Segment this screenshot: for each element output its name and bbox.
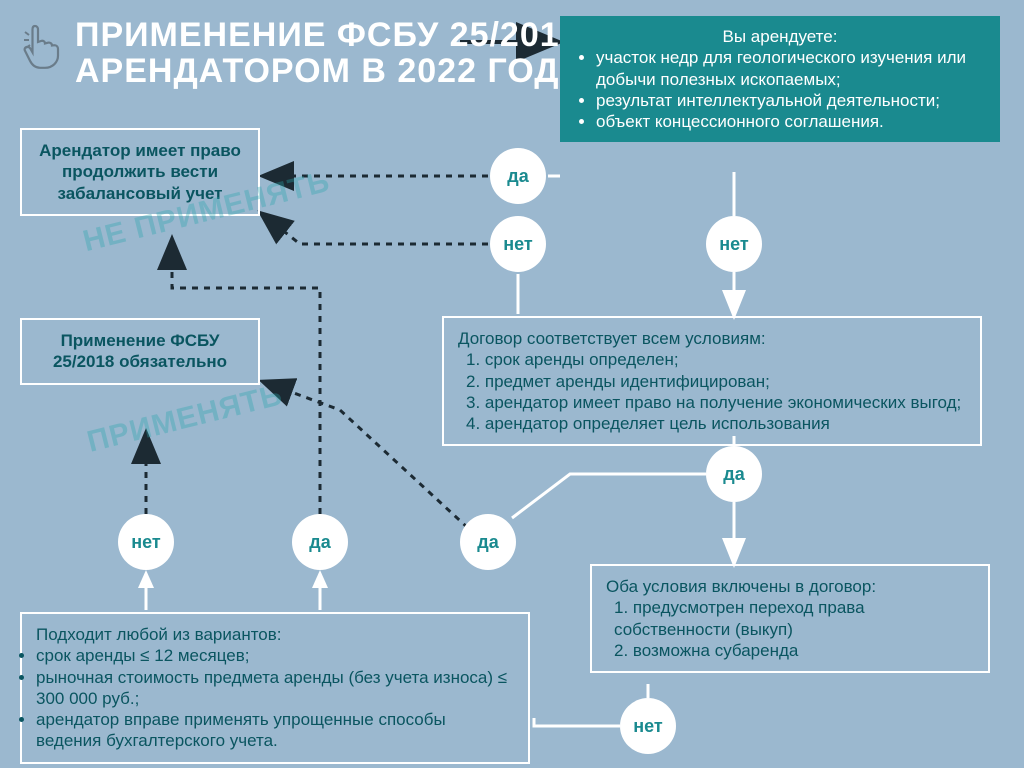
box-both-conditions: Оба условия включены в договор: 1. преду…	[590, 564, 990, 673]
variant-item: рыночная стоимость предмета аренды (без …	[36, 667, 514, 710]
both-heading: Оба условия включены в договор:	[606, 576, 974, 597]
box-conditions: Договор соответствует всем условиям: 1. …	[442, 316, 982, 446]
node-no-1: нет	[490, 216, 546, 272]
pointer-icon	[20, 22, 62, 70]
outcome2-text: Применение ФСБУ 25/2018 обязательно	[53, 331, 227, 371]
node-yes-4: да	[460, 514, 516, 570]
box-rent: Вы арендуете: участок недр для геологиче…	[560, 16, 1000, 142]
box-variants: Подходит любой из вариантов: срок аренды…	[20, 612, 530, 764]
node-yes-1: да	[490, 148, 546, 204]
both-item: 2. возможна субаренда	[614, 640, 974, 661]
rent-item: участок недр для геологического изучения…	[596, 47, 986, 90]
node-yes-2: да	[706, 446, 762, 502]
rent-item: объект концессионного соглашения.	[596, 111, 986, 132]
node-no-3: нет	[118, 514, 174, 570]
title-line2: АРЕНДАТОРОМ В 2022 ГОДУ	[75, 54, 582, 90]
condition-item: 2. предмет аренды идентифицирован;	[466, 371, 966, 392]
variant-item: срок аренды ≤ 12 месяцев;	[36, 645, 514, 666]
condition-item: 4. арендатор определяет цель использован…	[466, 413, 966, 434]
condition-item: 1. срок аренды определен;	[466, 349, 966, 370]
variants-heading: Подходит любой из вариантов:	[36, 624, 514, 645]
conditions-heading: Договор соответствует всем условиям:	[458, 328, 966, 349]
condition-item: 3. арендатор имеет право на получение эк…	[466, 392, 966, 413]
variant-item: арендатор вправе применять упрощенные сп…	[36, 709, 514, 752]
node-yes-3: да	[292, 514, 348, 570]
box-outcome-mandatory: Применение ФСБУ 25/2018 обязательно	[20, 318, 260, 385]
rent-heading: Вы арендуете:	[574, 26, 986, 47]
node-no-4: нет	[620, 698, 676, 754]
page-title: ПРИМЕНЕНИЕ ФСБУ 25/2018 АРЕНДАТОРОМ В 20…	[75, 18, 582, 89]
both-item: 1. предусмотрен переход права собственно…	[614, 597, 974, 640]
title-line1: ПРИМЕНЕНИЕ ФСБУ 25/2018	[75, 18, 582, 54]
watermark-apply: ПРИМЕНЯТЬ	[84, 378, 287, 459]
node-no-2: нет	[706, 216, 762, 272]
rent-item: результат интеллектуальной деятельности;	[596, 90, 986, 111]
